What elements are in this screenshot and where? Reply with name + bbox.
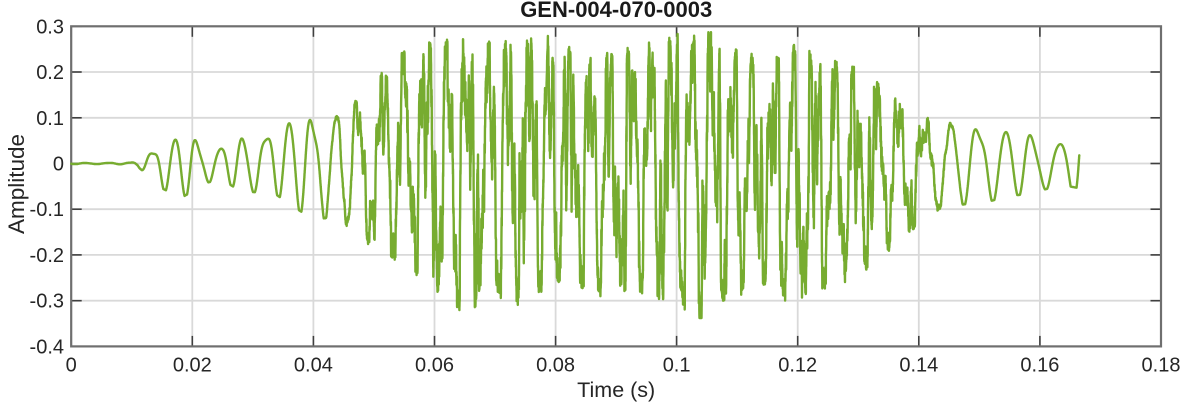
- svg-text:0.04: 0.04: [294, 355, 333, 377]
- svg-text:0.1: 0.1: [663, 355, 691, 377]
- svg-text:0.1: 0.1: [36, 108, 64, 130]
- svg-text:0.08: 0.08: [536, 355, 575, 377]
- svg-text:-0.1: -0.1: [30, 199, 64, 221]
- svg-text:-0.3: -0.3: [30, 291, 64, 313]
- svg-text:-0.4: -0.4: [30, 336, 64, 358]
- svg-text:0.18: 0.18: [1142, 355, 1181, 377]
- svg-text:Amplitude: Amplitude: [4, 134, 29, 234]
- svg-text:0.02: 0.02: [173, 355, 212, 377]
- svg-text:0: 0: [53, 154, 64, 176]
- svg-text:Time (s): Time (s): [577, 378, 655, 402]
- svg-text:0.3: 0.3: [36, 16, 64, 38]
- svg-text:0: 0: [66, 355, 77, 377]
- svg-text:0.2: 0.2: [36, 62, 64, 84]
- svg-text:0.12: 0.12: [778, 355, 817, 377]
- svg-text:0.16: 0.16: [1020, 355, 1059, 377]
- svg-text:0.14: 0.14: [899, 355, 938, 377]
- svg-text:GEN-004-070-0003: GEN-004-070-0003: [520, 0, 712, 22]
- svg-text:0.06: 0.06: [415, 355, 454, 377]
- svg-text:-0.2: -0.2: [30, 245, 64, 267]
